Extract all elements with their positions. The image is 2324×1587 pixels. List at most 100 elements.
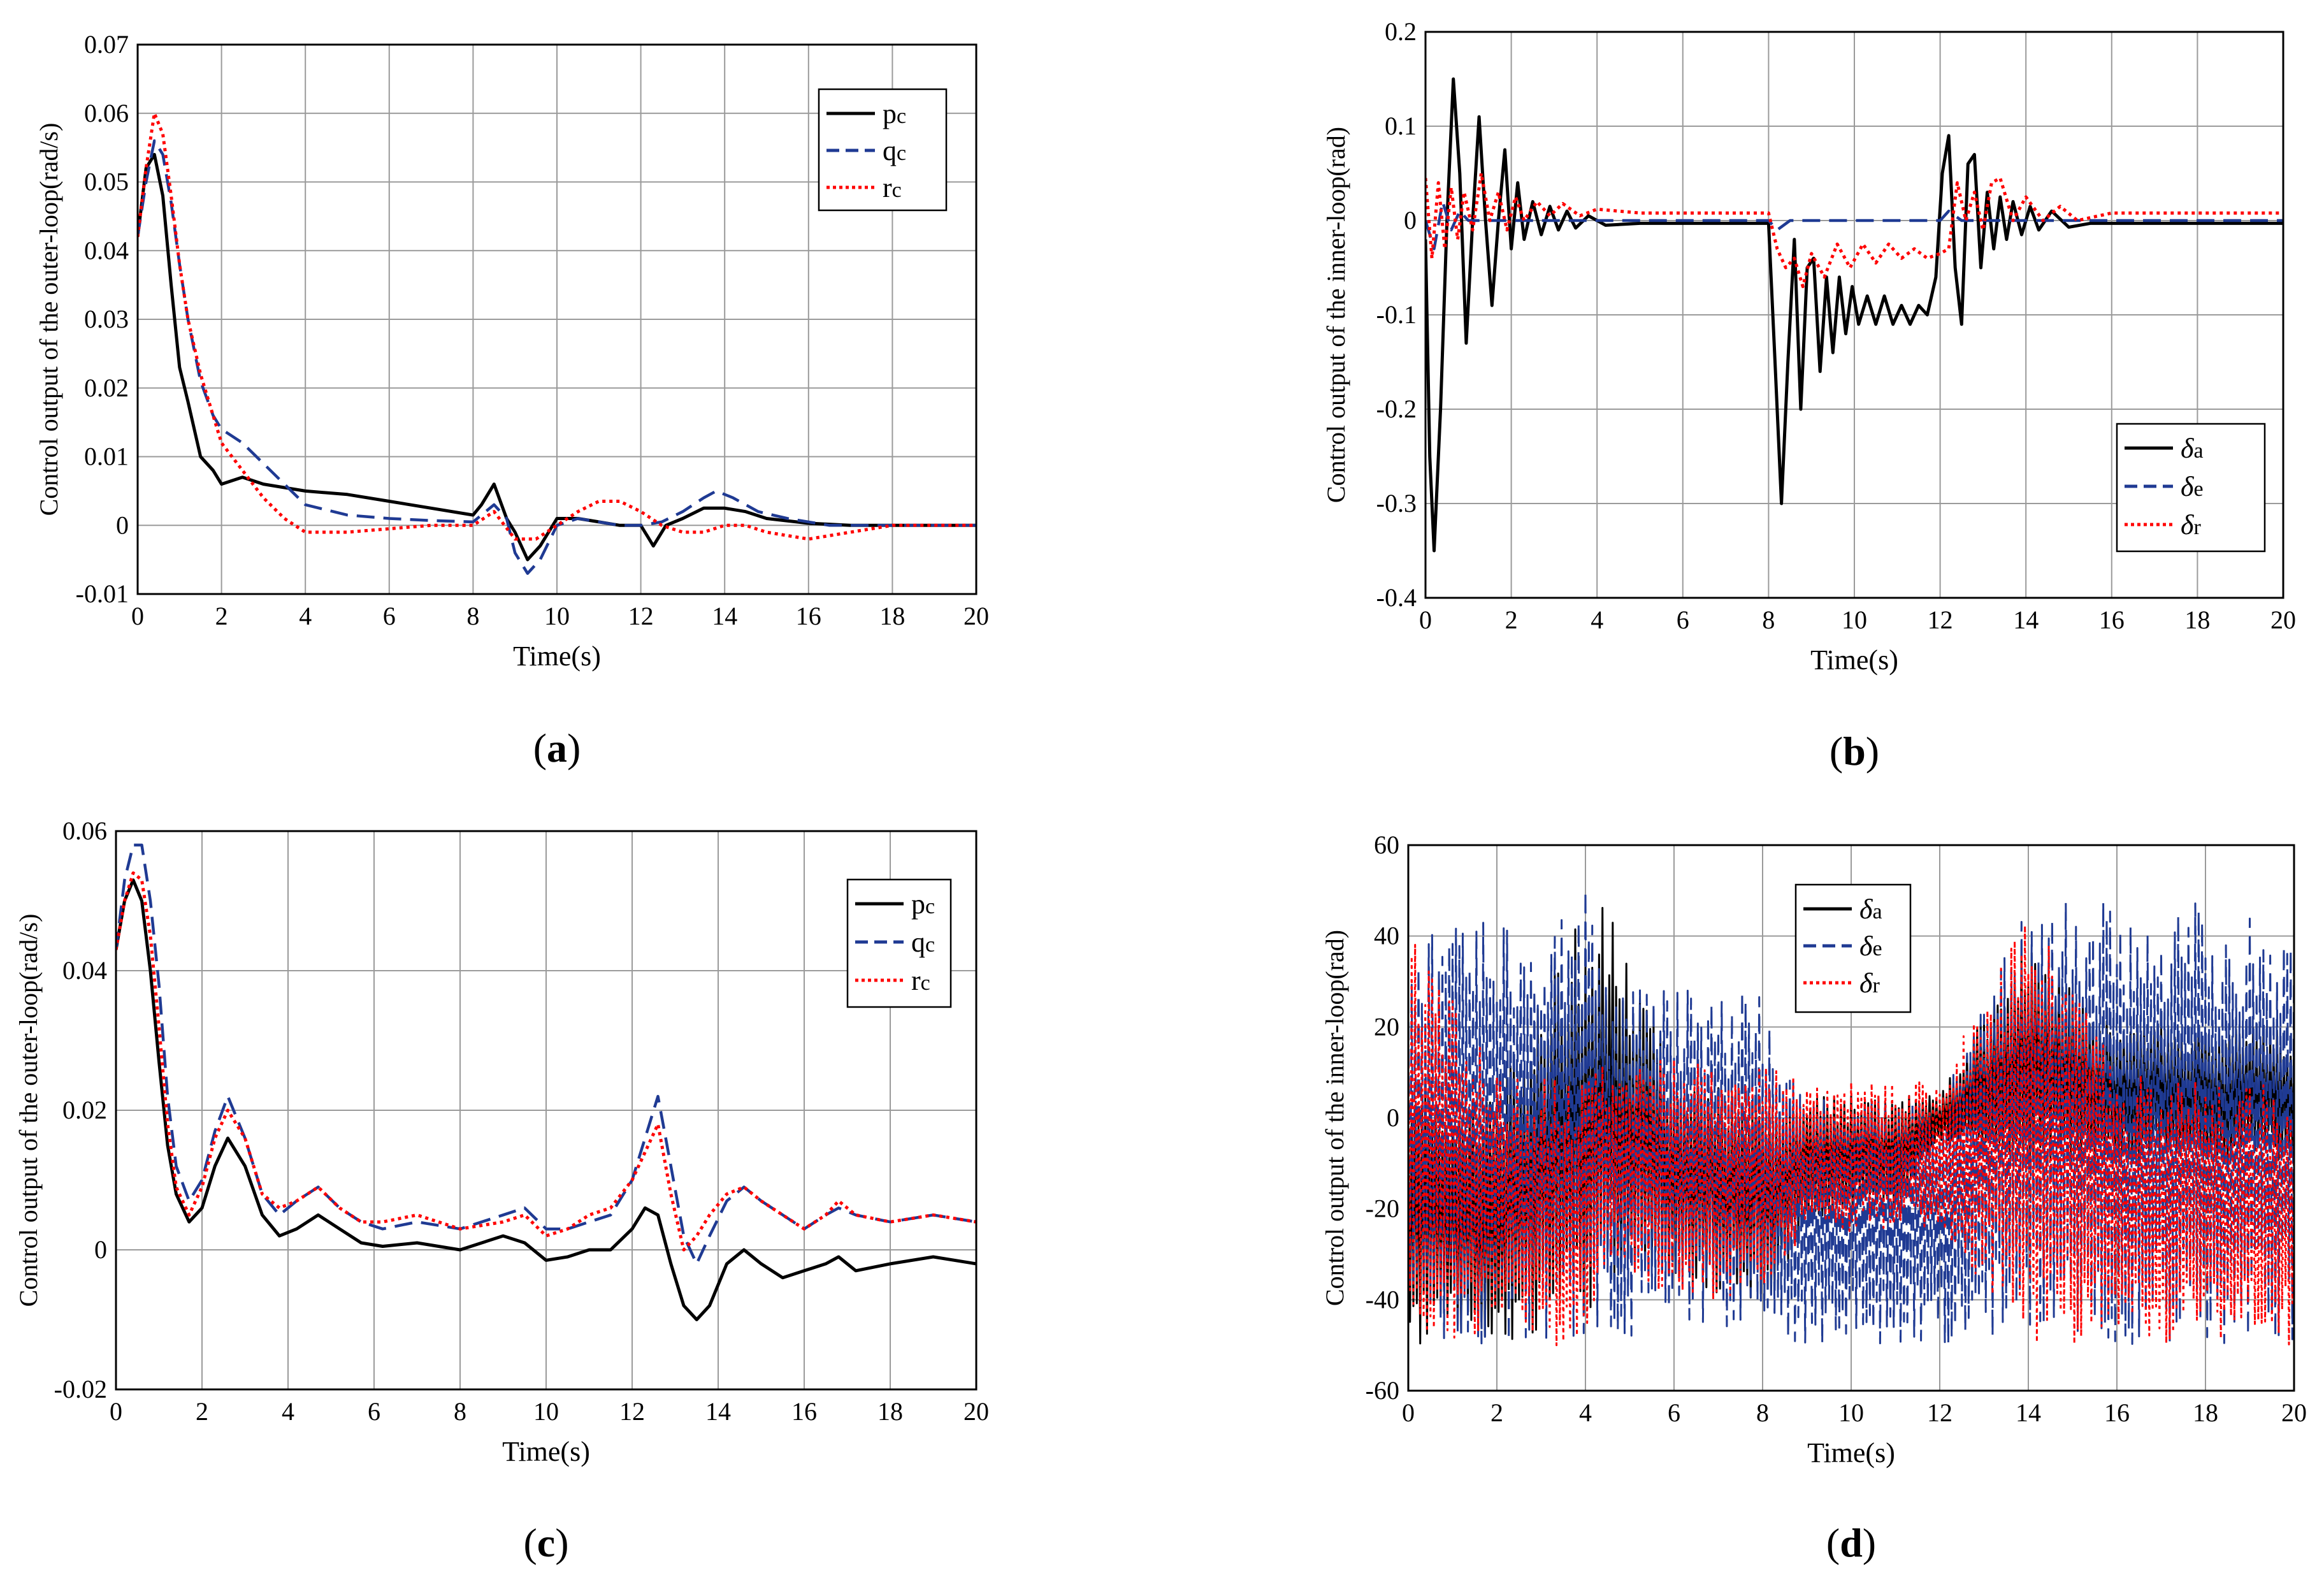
x-tick-label: 8 (454, 1397, 466, 1426)
x-tick-label: 4 (1579, 1398, 1592, 1427)
x-tick-label: 8 (1762, 605, 1775, 634)
x-tick-label: 4 (282, 1397, 294, 1426)
x-tick-label: 2 (196, 1397, 208, 1426)
y-tick-label: 0.02 (84, 373, 129, 402)
y-axis-label: Control output of the outer-loop(rad/s) (14, 914, 43, 1307)
x-tick-label: 6 (1668, 1398, 1680, 1427)
caption-paren: ) (1863, 1520, 1876, 1565)
legend-label-sub: e (2193, 477, 2203, 501)
caption-letter: b (1843, 728, 1866, 774)
x-tick-label: 2 (1505, 605, 1518, 634)
legend-label-rc: rc (883, 172, 902, 203)
y-tick-label: 0 (94, 1235, 107, 1264)
y-tick-label: 20 (1374, 1012, 1399, 1041)
x-tick-label: 16 (796, 602, 821, 630)
x-tick-label: 14 (2016, 1398, 2041, 1427)
x-tick-label: 8 (1756, 1398, 1769, 1427)
y-tick-label: -0.4 (1376, 583, 1417, 612)
series-line-δr (1425, 171, 2283, 289)
legend-label-sub: c (897, 105, 906, 128)
series-line-rc (138, 112, 976, 541)
legend-label-sub: c (897, 141, 906, 165)
y-tick-label: 0.05 (84, 168, 129, 196)
x-tick-label: 4 (299, 602, 312, 630)
y-tick-label: 0.07 (84, 30, 129, 59)
caption-paren: ( (523, 1520, 537, 1565)
series-line-qc (116, 843, 976, 1266)
legend-box (1794, 883, 1912, 1013)
x-axis-label: Time(s) (1810, 644, 1898, 676)
y-tick-label: -0.3 (1376, 489, 1417, 518)
legend-label-δe: δe (2181, 471, 2204, 502)
legend-label-sub: c (925, 895, 935, 918)
series-group (1408, 890, 2294, 1347)
legend-label-δa: δa (1859, 894, 1882, 925)
caption-paren: ( (1826, 1520, 1840, 1565)
plot-frame (136, 43, 978, 595)
x-tick-label: 16 (2099, 605, 2125, 634)
x-tick-label: 20 (2281, 1398, 2307, 1427)
y-tick-label: 0.02 (62, 1096, 107, 1124)
y-tick-label: 0.01 (84, 442, 129, 471)
legend-label-main: p (883, 98, 897, 129)
legend-label-sub: a (2193, 439, 2203, 463)
y-tick-label: -60 (1366, 1376, 1399, 1405)
x-tick-label: 14 (712, 602, 737, 630)
y-tick-label: 0 (1387, 1103, 1399, 1132)
x-tick-label: 10 (1842, 605, 1867, 634)
y-tick-label: 0.04 (62, 956, 107, 985)
x-tick-label: 8 (466, 602, 479, 630)
x-tick-label: 2 (215, 602, 228, 630)
series-line-δe (1425, 200, 2283, 250)
x-tick-label: 18 (2184, 605, 2210, 634)
legend-label-main: δ (1859, 931, 1873, 962)
legend-label-sub: a (1872, 900, 1882, 924)
y-tick-label: -0.1 (1376, 300, 1417, 329)
legend-label-pc: pc (911, 888, 935, 920)
plot-frame (1407, 844, 2295, 1392)
y-tick-label: 0.1 (1385, 112, 1417, 140)
y-tick-label: -0.2 (1376, 395, 1417, 423)
x-tick-label: 16 (791, 1397, 817, 1426)
legend-label-main: q (883, 135, 897, 166)
caption-paren: ) (555, 1520, 568, 1565)
chart-panel-d: 0 2 4 6 8 10 12 14 16 18 20 -60 -40 -20 0 20 40 60 Time(s)… (1320, 830, 2307, 1565)
legend-label-pc: pc (883, 98, 906, 129)
caption-paren: ( (1830, 728, 1843, 774)
series-group (138, 112, 976, 575)
legend-label-rc: rc (911, 965, 930, 996)
caption-paren: ) (1866, 728, 1879, 774)
x-tick-label: 0 (131, 602, 144, 630)
x-tick-label: 12 (1928, 605, 1953, 634)
x-tick-label: 12 (1927, 1398, 1952, 1427)
legend-label-δe: δe (1859, 931, 1882, 962)
legend-label-δa: δa (2181, 433, 2204, 464)
series-group (116, 843, 976, 1321)
series-line-rc (116, 871, 976, 1252)
legend-label-main: r (883, 172, 892, 203)
x-tick-label: 18 (2193, 1398, 2218, 1427)
x-tick-label: 10 (1838, 1398, 1864, 1427)
panel-caption: (c) (523, 1520, 568, 1565)
chart-panel-c: 0 2 4 6 8 10 12 14 16 18 20-0.0200.020.040.06Time(… (14, 816, 989, 1565)
y-tick-label: -40 (1366, 1285, 1399, 1314)
caption-letter: a (547, 725, 567, 771)
series-line-pc (138, 152, 976, 562)
y-tick-label: 0 (1404, 206, 1417, 235)
x-tick-label: 16 (2104, 1398, 2130, 1427)
legend-label-qc: qc (883, 135, 906, 166)
legend-label-main: r (911, 965, 921, 996)
x-axis-label: Time(s) (513, 641, 601, 672)
y-axis-label: Control output of the outer-loop(rad/s) (34, 123, 63, 516)
y-axis-label: Control output of the inner-loop(rad) (1322, 127, 1350, 503)
caption-paren: ) (567, 725, 581, 771)
legend-label-main: δ (1859, 967, 1873, 999)
chart-panel-b: 0 2 4 6 8 10 12 14 16 18 20 -0.4 -0.3 -0.2 -0.1 0 0.1 0.2… (1322, 17, 2296, 774)
legend-label-δr: δr (1859, 967, 1880, 999)
y-tick-label: 60 (1374, 830, 1399, 859)
x-axis-label: Time(s) (1807, 1437, 1895, 1468)
